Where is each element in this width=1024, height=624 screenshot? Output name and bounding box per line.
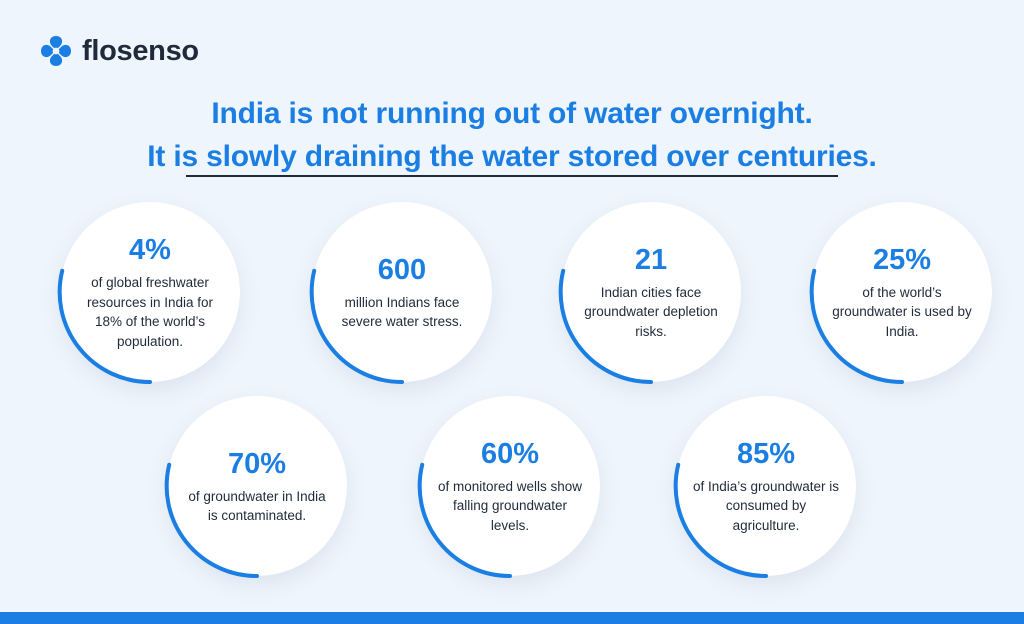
stat-description: of India’s groundwater is consumed by ag… bbox=[692, 478, 840, 533]
stat-circle-1: 4% of global freshwater resources in Ind… bbox=[57, 202, 240, 385]
stat-circle-5: 70% of groundwater in India is contamina… bbox=[164, 396, 347, 579]
flower-logo-icon bbox=[41, 36, 71, 66]
brand-name: flosenso bbox=[82, 34, 199, 67]
stat-circle-6: 60% of monitored wells show falling grou… bbox=[417, 396, 600, 579]
headline: India is not running out of water overni… bbox=[0, 92, 1024, 178]
headline-underline bbox=[186, 175, 838, 177]
stat-circle-7: 85% of India’s groundwater is consumed b… bbox=[673, 396, 856, 579]
stat-value: 21 bbox=[634, 243, 668, 276]
stat-value: 60% bbox=[480, 437, 540, 470]
stat-description: of the world’s groundwater is used by In… bbox=[832, 284, 972, 339]
headline-line-1: India is not running out of water overni… bbox=[211, 97, 813, 130]
stat-description: of global freshwater resources in India … bbox=[86, 275, 214, 349]
stat-description: of groundwater in India is contaminated. bbox=[188, 488, 326, 524]
stat-value: 25% bbox=[872, 243, 932, 276]
stat-circle-4: 25% of the world’s groundwater is used b… bbox=[809, 202, 992, 385]
headline-line-2: It is slowly draining the water stored o… bbox=[147, 140, 877, 173]
stat-description: million Indians face severe water stress… bbox=[341, 294, 463, 330]
stat-circle-2: 600 million Indians face severe water st… bbox=[309, 202, 492, 385]
stat-value: 70% bbox=[227, 447, 287, 480]
stat-value: 600 bbox=[377, 253, 427, 286]
brand-logo: flosenso bbox=[38, 33, 199, 69]
stat-description: Indian cities face groundwater depletion… bbox=[584, 284, 718, 339]
stat-value: 4% bbox=[129, 234, 171, 266]
bottom-accent-bar bbox=[0, 612, 1024, 624]
stat-value: 85% bbox=[736, 437, 796, 470]
stat-description: of monitored wells show falling groundwa… bbox=[437, 478, 583, 533]
stat-circle-3: 21 Indian cities face groundwater deplet… bbox=[558, 202, 741, 385]
